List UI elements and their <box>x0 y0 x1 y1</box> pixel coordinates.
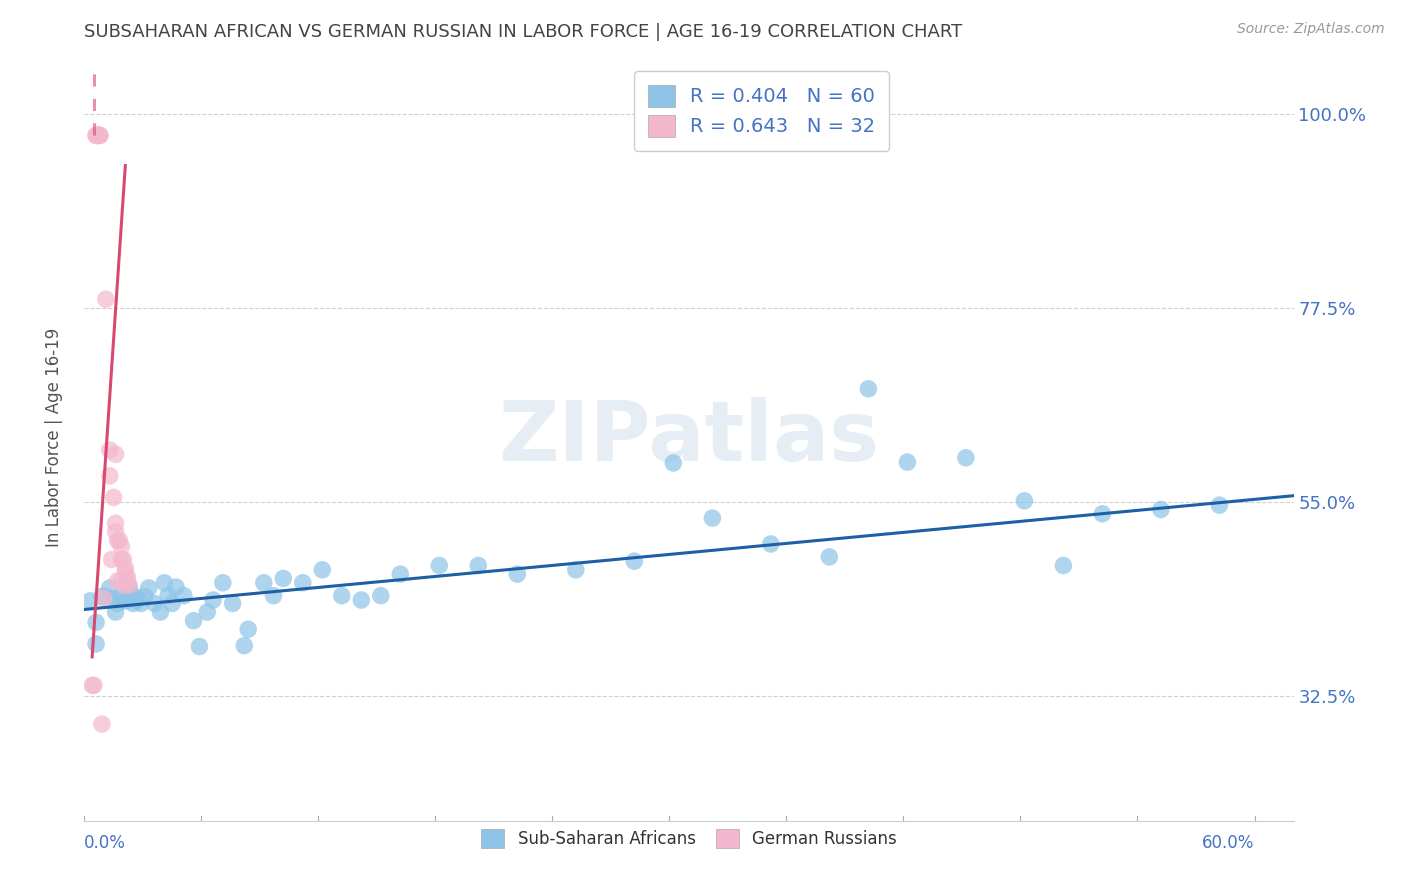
Point <box>195 605 218 619</box>
Point <box>89 128 111 143</box>
Point <box>94 590 117 604</box>
Point <box>94 292 117 306</box>
Point <box>427 558 450 573</box>
Point <box>79 594 101 608</box>
Point <box>1150 502 1173 516</box>
Text: In Labor Force | Age 16-19: In Labor Force | Age 16-19 <box>45 327 63 547</box>
Point <box>157 589 180 603</box>
Point <box>896 455 918 469</box>
Point <box>107 574 129 588</box>
Point <box>90 590 112 604</box>
Point <box>818 549 841 564</box>
Point <box>83 678 105 692</box>
Point <box>110 552 132 566</box>
Point <box>143 596 166 610</box>
Point <box>110 574 132 588</box>
Point <box>759 537 782 551</box>
Point <box>98 442 121 457</box>
Point <box>107 533 129 548</box>
Point <box>153 575 176 590</box>
Text: 60.0%: 60.0% <box>1202 833 1254 852</box>
Point <box>118 590 141 604</box>
Point <box>114 594 136 608</box>
Point <box>138 581 160 595</box>
Point <box>188 640 211 654</box>
Point <box>370 589 392 603</box>
Point <box>165 580 187 594</box>
Point <box>160 596 183 610</box>
Point <box>129 596 152 610</box>
Point <box>104 605 127 619</box>
Point <box>87 128 110 143</box>
Point <box>183 614 205 628</box>
Point <box>114 561 136 575</box>
Point <box>1091 507 1114 521</box>
Point <box>1014 494 1036 508</box>
Point <box>233 639 256 653</box>
Point <box>98 468 121 483</box>
Point <box>134 590 156 604</box>
Point <box>118 581 141 595</box>
Point <box>104 447 127 461</box>
Point <box>330 589 353 603</box>
Point <box>87 128 110 143</box>
Point <box>291 575 314 590</box>
Point <box>100 552 122 566</box>
Point <box>467 558 489 573</box>
Text: 0.0%: 0.0% <box>84 833 127 852</box>
Point <box>82 678 104 692</box>
Point <box>112 552 135 566</box>
Point <box>84 128 107 143</box>
Point <box>702 511 724 525</box>
Point <box>350 593 373 607</box>
Point <box>238 622 260 636</box>
Point <box>89 128 111 143</box>
Point <box>90 717 112 731</box>
Point <box>122 596 145 610</box>
Point <box>565 563 588 577</box>
Point <box>221 596 243 610</box>
Point <box>1208 498 1230 512</box>
Point <box>114 578 136 592</box>
Point <box>84 128 107 143</box>
Point <box>87 128 110 143</box>
Point <box>104 524 127 539</box>
Legend: Sub-Saharan Africans, German Russians: Sub-Saharan Africans, German Russians <box>474 822 904 855</box>
Point <box>858 382 880 396</box>
Text: Source: ZipAtlas.com: Source: ZipAtlas.com <box>1237 22 1385 37</box>
Point <box>117 570 139 584</box>
Point <box>117 574 139 588</box>
Point <box>211 575 233 590</box>
Point <box>173 589 195 603</box>
Point <box>93 591 115 606</box>
Point <box>662 456 685 470</box>
Point <box>263 589 285 603</box>
Point <box>253 575 276 590</box>
Point <box>124 590 146 604</box>
Point <box>110 590 132 604</box>
Point <box>108 533 131 548</box>
Point <box>104 516 127 531</box>
Point <box>955 450 977 465</box>
Point <box>98 581 121 595</box>
Point <box>107 596 129 610</box>
Point <box>311 563 333 577</box>
Point <box>84 637 107 651</box>
Point <box>84 615 107 630</box>
Point <box>149 605 172 619</box>
Point <box>623 554 645 568</box>
Point <box>103 491 125 505</box>
Point <box>125 593 148 607</box>
Point <box>114 566 136 580</box>
Point <box>1052 558 1074 573</box>
Point <box>271 571 294 585</box>
Point <box>389 567 412 582</box>
Point <box>506 567 529 582</box>
Point <box>202 593 225 607</box>
Point <box>103 592 125 607</box>
Point <box>110 540 132 554</box>
Text: ZIPatlas: ZIPatlas <box>499 397 879 477</box>
Text: SUBSAHARAN AFRICAN VS GERMAN RUSSIAN IN LABOR FORCE | AGE 16-19 CORRELATION CHAR: SUBSAHARAN AFRICAN VS GERMAN RUSSIAN IN … <box>84 23 963 41</box>
Point <box>118 578 141 592</box>
